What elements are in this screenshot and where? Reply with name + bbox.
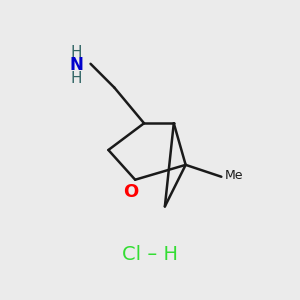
Text: O: O <box>123 183 138 201</box>
Text: Cl – H: Cl – H <box>122 244 178 263</box>
Text: H: H <box>70 45 82 60</box>
Text: Me: Me <box>225 169 243 182</box>
Text: H: H <box>70 71 82 86</box>
Text: N: N <box>69 56 83 74</box>
